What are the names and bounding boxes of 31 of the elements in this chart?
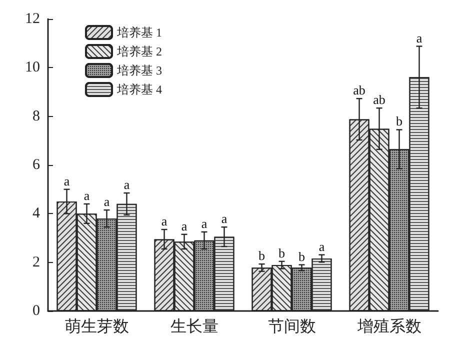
data-label: a: [416, 30, 422, 46]
x-tick-label: 生长量: [170, 318, 218, 336]
legend-label: 培养基 3: [116, 64, 162, 78]
data-label: ab: [373, 92, 386, 108]
y-tick-label: 8: [32, 108, 40, 124]
legend-label: 培养基 2: [116, 44, 162, 58]
data-label: a: [201, 216, 208, 231]
y-tick-label: 12: [25, 11, 40, 27]
data-label: b: [396, 114, 402, 129]
legend-label: 培养基 4: [116, 82, 162, 96]
data-label: a: [104, 194, 110, 210]
data-label: a: [84, 188, 90, 203]
data-label: a: [124, 176, 130, 192]
x-tick-label: 节间数: [268, 318, 316, 336]
y-tick-label: 4: [32, 206, 40, 222]
data-label: a: [221, 211, 228, 226]
data-label: b: [298, 248, 305, 264]
data-label: a: [181, 218, 188, 234]
data-label: a: [161, 213, 168, 228]
y-tick-label: 10: [25, 60, 40, 76]
legend-label: 培养基 1: [116, 26, 162, 40]
x-tick-label: 萌生芽数: [64, 318, 129, 336]
y-tick-label: 2: [32, 254, 40, 270]
data-label: b: [278, 245, 286, 260]
y-tick-label: 0: [32, 303, 40, 319]
x-tick-label: 增殖系数: [356, 318, 422, 336]
y-tick-label: 6: [32, 157, 40, 173]
data-label: a: [64, 173, 70, 188]
data-label: ab: [353, 82, 366, 98]
data-label: b: [258, 248, 266, 264]
data-label: a: [318, 238, 325, 254]
